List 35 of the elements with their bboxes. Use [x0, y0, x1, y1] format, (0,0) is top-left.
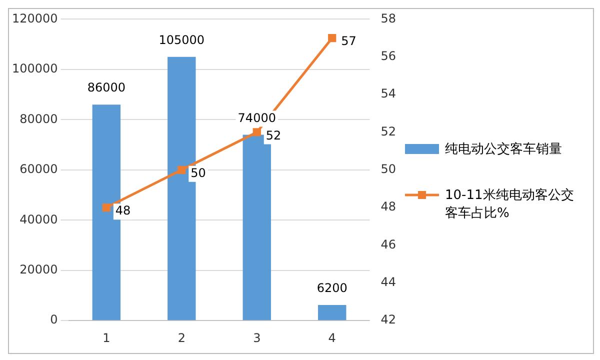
x-tick-label: 2: [178, 330, 186, 345]
y2-tick-label: 44: [380, 275, 396, 290]
point: [102, 203, 111, 212]
y2-tick-label: 52: [380, 124, 396, 138]
data-label: 86000: [87, 80, 126, 95]
y2-tick-label: 46: [380, 237, 396, 252]
legend-label: 10-11米纯电动客公交客车占比%: [445, 187, 575, 222]
point: [178, 166, 186, 174]
data-label: 105000: [158, 33, 205, 47]
y2-tick-label: 42: [380, 312, 396, 327]
data-label: 74000: [238, 110, 276, 125]
y2-tick-label: 48: [380, 200, 396, 214]
data-label: 50: [190, 166, 206, 180]
data-label: 48: [115, 204, 131, 218]
y-tick-label: 40000: [20, 212, 58, 226]
y-tick-label: 120000: [12, 11, 58, 26]
point: [252, 128, 261, 136]
x-tick-label: 4: [328, 330, 336, 345]
x-tick-label: 3: [253, 330, 261, 345]
y-tick-label: 0: [50, 312, 58, 327]
data-label: 57: [341, 34, 356, 48]
y-tick-label: 60000: [20, 162, 58, 176]
y-tick-label: 100000: [12, 62, 58, 76]
x-tick-label: 1: [102, 330, 110, 345]
y2-tick-label: 58: [380, 11, 396, 26]
y-tick-label: 80000: [20, 112, 58, 126]
data-label: 6200: [316, 281, 348, 296]
legend-label: 纯电动公交客车销量: [445, 141, 563, 158]
y2-tick-label: 56: [380, 49, 396, 63]
data-label: 52: [266, 128, 282, 142]
y2-tick-label: 54: [380, 86, 396, 101]
bar: [318, 305, 346, 320]
point: [328, 34, 336, 42]
y-tick-label: 20000: [20, 262, 58, 276]
y2-tick-label: 50: [380, 162, 396, 176]
